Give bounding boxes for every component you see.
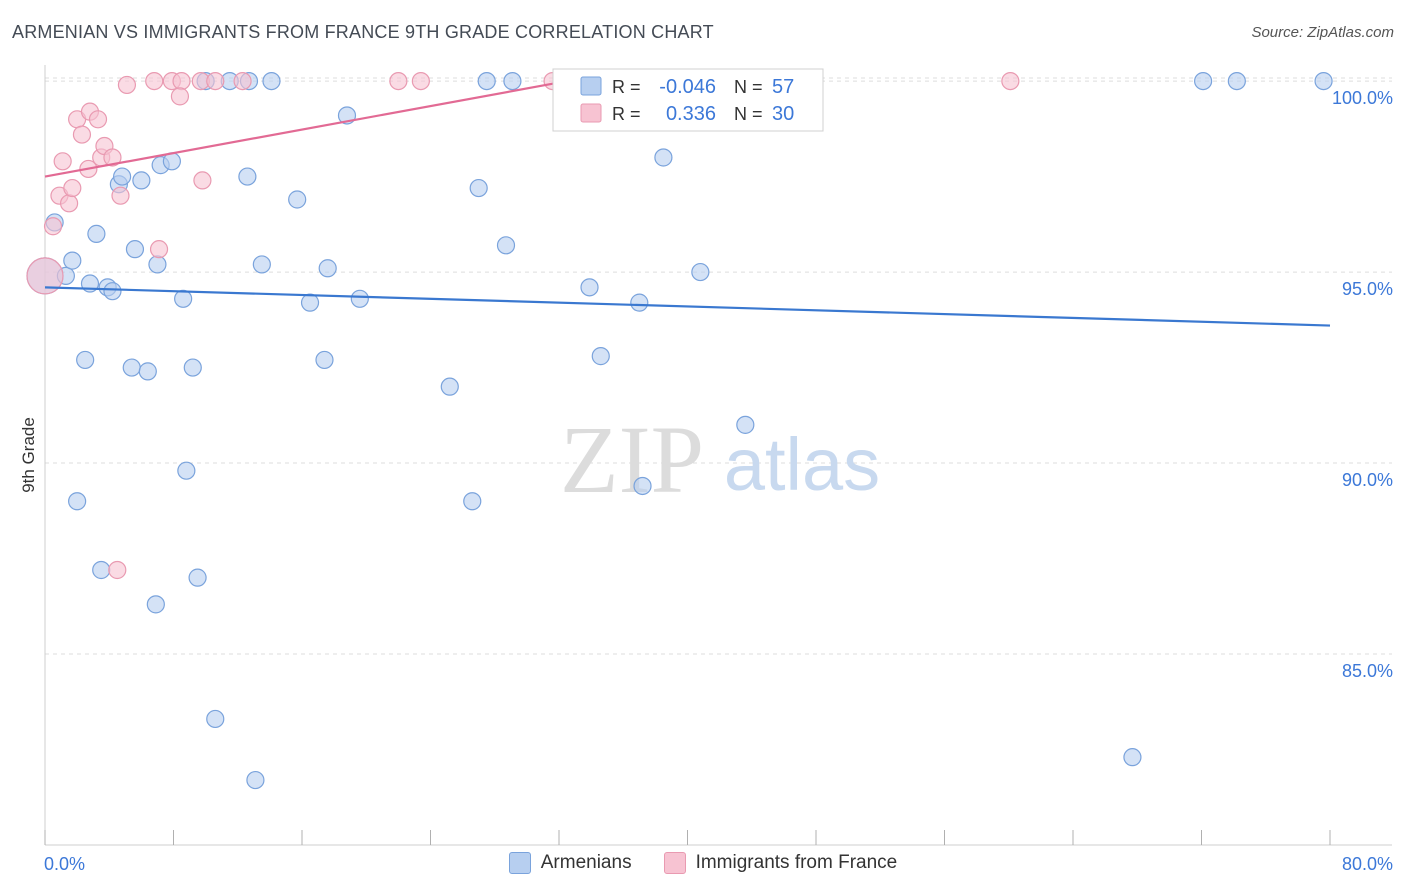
armenian-point <box>76 350 95 370</box>
armenian-point <box>463 492 482 511</box>
france-point <box>117 75 137 95</box>
armenian-point <box>206 709 225 729</box>
armenian-point <box>87 224 106 243</box>
x-tick-label-min: 0.0% <box>44 854 85 874</box>
armenian-point <box>92 560 111 580</box>
source-credit: Source: ZipAtlas.com <box>1251 24 1394 41</box>
armenian-point <box>262 71 281 91</box>
legend-swatch-france <box>663 852 686 874</box>
france-point <box>233 71 252 91</box>
stats-n-value-armenians: 57 <box>772 76 794 98</box>
armenian-point <box>318 259 337 278</box>
armenian-point <box>736 415 755 434</box>
armenian-point <box>125 240 145 259</box>
armenian-point <box>122 358 141 377</box>
armenian-point <box>691 262 710 282</box>
armenian-point <box>580 278 599 297</box>
france-point <box>108 560 127 580</box>
armenian-point <box>477 71 496 91</box>
armenian-point <box>183 358 202 377</box>
france-point <box>411 71 430 91</box>
france-point <box>26 257 64 295</box>
armenian-point <box>654 148 673 167</box>
armenian-point <box>63 251 82 270</box>
legend-item-france[interactable]: Immigrants from France <box>663 852 898 874</box>
france-point <box>206 71 225 91</box>
france-point <box>170 87 190 106</box>
france-point <box>72 125 92 144</box>
armenian-point <box>103 282 122 301</box>
armenian-point <box>591 347 610 366</box>
armenian-point <box>1227 71 1246 91</box>
legend-label-armenians: Armenians <box>540 852 632 873</box>
armenian-point <box>1194 71 1213 91</box>
armenian-point <box>246 770 265 790</box>
france-point <box>111 186 130 205</box>
armenians-trend-line <box>44 286 1331 327</box>
stats-r-label-armenians: R = <box>612 77 641 97</box>
armenian-point <box>146 595 165 614</box>
chart-title: ARMENIAN VS IMMIGRANTS FROM FRANCE 9TH G… <box>12 22 714 42</box>
france-point <box>63 178 82 198</box>
armenian-point <box>630 293 649 312</box>
legend-label-france: Immigrants from France <box>695 852 898 873</box>
stats-r-label-france: R = <box>612 104 641 124</box>
y-tick-label: 95.0% <box>1342 279 1393 299</box>
france-point <box>43 217 63 236</box>
armenian-point <box>633 476 652 496</box>
stats-r-value-armenians: -0.046 <box>659 76 716 98</box>
armenian-point <box>288 190 307 209</box>
armenian-point <box>440 377 459 396</box>
armenian-point <box>503 71 522 91</box>
armenian-point <box>138 362 157 381</box>
armenian-point <box>469 178 488 198</box>
armenian-point <box>496 236 516 255</box>
france-point <box>88 110 108 129</box>
y-tick-label: 85.0% <box>1342 661 1393 681</box>
france-point <box>389 71 408 91</box>
france-point <box>53 152 72 171</box>
x-tick-label-max: 80.0% <box>1342 854 1393 874</box>
france-point <box>193 171 212 190</box>
armenian-point <box>112 167 132 186</box>
armenian-point <box>177 461 196 480</box>
stats-swatch-france <box>580 103 602 123</box>
armenian-point <box>315 350 334 370</box>
y-axis-label: 9th Grade <box>19 417 38 493</box>
armenian-point <box>350 289 369 308</box>
stats-n-value-france: 30 <box>772 103 794 125</box>
stats-box: R = -0.046 N = 57 R = 0.336 N = 30 <box>552 68 824 132</box>
legend: Armenians Immigrants from France <box>0 852 1406 874</box>
legend-item-armenians[interactable]: Armenians <box>508 852 632 874</box>
armenian-point <box>238 167 257 186</box>
armenian-point <box>188 568 207 587</box>
stats-swatch-armenians <box>580 76 602 96</box>
armenian-point <box>148 255 167 274</box>
france-point <box>103 148 122 167</box>
armenian-point <box>252 255 271 274</box>
armenian-point <box>174 289 193 308</box>
y-tick-label: 100.0% <box>1332 88 1393 108</box>
france-point <box>149 240 169 259</box>
france-point <box>1001 71 1020 91</box>
france-trend-line <box>44 80 568 178</box>
france-point <box>145 71 164 91</box>
legend-swatch-armenians <box>508 852 531 874</box>
stats-n-label-armenians: N = <box>734 77 763 97</box>
armenian-point <box>1314 71 1333 91</box>
watermark-atlas: atlas <box>724 423 880 506</box>
y-tick-label: 90.0% <box>1342 470 1393 490</box>
france-point <box>59 194 79 213</box>
watermark-zip: ZIP <box>560 406 704 513</box>
armenian-point <box>68 492 87 511</box>
france-point <box>172 71 191 91</box>
stats-r-value-france: 0.336 <box>666 103 716 125</box>
stats-n-label-france: N = <box>734 104 763 124</box>
armenian-point <box>300 293 320 312</box>
armenian-point <box>1123 748 1142 767</box>
armenian-point <box>132 171 151 190</box>
